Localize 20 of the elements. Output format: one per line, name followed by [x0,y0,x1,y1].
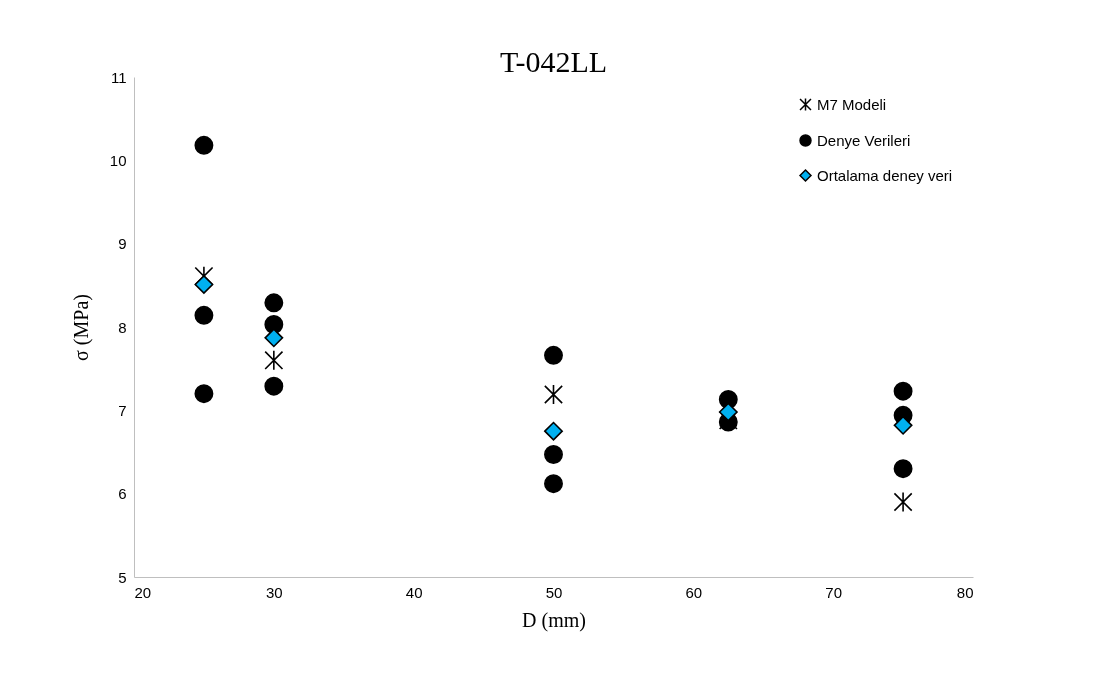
x-tick-label: 80 [956,583,974,601]
y-axis-title: σ (MPa) [69,294,93,361]
legend-label: Denye Verileri [817,131,911,149]
x-tick-label: 60 [685,583,703,601]
x-tick-label: 40 [405,583,423,601]
x-axis-title: D (mm) [522,608,586,632]
x-tick-label: 20 [134,583,152,601]
chart-title: T-042LL [499,45,608,78]
legend-label: M7 Modeli [817,95,887,113]
y-tick-label: 6 [118,485,127,503]
x-tick-label: 70 [825,583,843,601]
y-tick-label: 10 [109,151,127,169]
x-tick-label: 30 [265,583,283,601]
y-tick-label: 8 [118,318,127,336]
y-tick-label: 11 [110,68,127,86]
y-tick-label: 7 [118,401,127,419]
y-tick-label: 9 [118,235,127,253]
x-tick-label: 50 [545,583,563,601]
legend-label: Ortalama deney veri [817,166,953,184]
y-tick-label: 5 [118,568,127,586]
